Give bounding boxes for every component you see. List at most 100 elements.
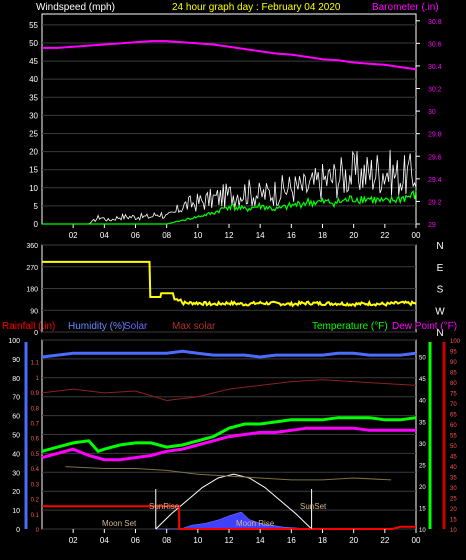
barometer-tick: 30.4: [428, 64, 442, 71]
windspeed-tick: 0: [34, 220, 39, 229]
secondary-trace: [65, 466, 392, 481]
wind-x-tick-labels: 02 04 06 08 10 12 14 16 18 20 22 00: [69, 224, 421, 240]
direction-tick: 360: [26, 243, 38, 250]
wind-direction-line: [42, 260, 417, 308]
chart-title: 24 hour graph day : February 04 2020: [172, 2, 341, 13]
windspeed-tick: 50: [29, 39, 38, 48]
compass-n: N: [436, 328, 443, 339]
x-tick-label: 22: [380, 536, 389, 545]
x-tick-label: 16: [287, 536, 296, 545]
humidity-tick: 70: [12, 395, 20, 402]
temperature-tick: 30: [419, 442, 426, 448]
barometer-tick: 30: [428, 109, 436, 116]
rain-tick: 0.1: [31, 513, 40, 519]
humidity-tick: 40: [12, 451, 20, 458]
dew-axis-tick: 85: [450, 371, 457, 377]
temperature-label: Temperature (°F): [312, 321, 388, 332]
direction-series: [42, 260, 417, 308]
direction-tick: 90: [30, 308, 38, 315]
x-tick-label: 14: [256, 231, 265, 240]
dew-axis-tick: 90: [450, 360, 457, 366]
humidity-tick: 0: [16, 527, 20, 534]
dew-axis-tick: 15: [450, 518, 457, 524]
barometer-tick-labels: 29 29.2 29.4 29.6 29.8 30 30.2 30.4 30.6 30.8: [416, 19, 442, 229]
wind-series: [42, 40, 417, 225]
humidity-tick: 50: [12, 433, 20, 440]
max-solar-line: [41, 379, 417, 402]
x-tick-label: 06: [131, 536, 140, 545]
dew-point-label: Dew Point (°F): [392, 321, 457, 332]
moon-rise-label: Moon Rise: [236, 519, 275, 528]
humidity-tick: 10: [12, 508, 20, 515]
dew-axis-tick: 65: [450, 413, 457, 419]
rainfall-label: Rainfall (.in): [2, 321, 55, 332]
temperature-tick: 40: [419, 399, 426, 405]
windspeed-tick: 10: [29, 184, 38, 193]
max-solar-label: Max solar: [172, 321, 216, 332]
rain-tick: 0.9: [31, 391, 40, 397]
dew-axis-tick: 20: [450, 507, 457, 513]
rain-tick: 0.5: [31, 452, 40, 458]
x-tick-label: 18: [318, 536, 327, 545]
temperature-tick: 35: [419, 420, 426, 426]
temperature-tick: 50: [419, 356, 426, 362]
max-solar-arc: [155, 473, 312, 530]
x-tick-label: 16: [287, 231, 296, 240]
dew-axis-tick: 45: [450, 455, 457, 461]
x-tick-label: 10: [193, 231, 202, 240]
dew-axis-tick: 95: [450, 350, 457, 356]
wind-average-line: [42, 190, 417, 225]
direction-tick-labels: 0 90 180 270 360: [26, 243, 38, 337]
rain-tick: 0.8: [31, 406, 40, 412]
rain-tick: 0.6: [31, 437, 40, 443]
x-tick-label: 12: [225, 536, 234, 545]
humidity-label: Humidity (%): [68, 321, 125, 332]
x-tick-label: 10: [193, 536, 202, 545]
barometer-tick: 29.8: [428, 132, 442, 139]
humidity-line: [41, 349, 417, 359]
humidity-tick: 80: [12, 376, 20, 383]
humidity-tick: 30: [12, 470, 20, 477]
compass-n: N: [436, 241, 443, 252]
compass-e: E: [437, 263, 444, 274]
x-tick-label: 18: [318, 231, 327, 240]
barometer-tick: 29.2: [428, 199, 442, 206]
barometer-tick: 29.4: [428, 177, 442, 184]
x-tick-label: 02: [69, 536, 78, 545]
barometer-tick: 29: [428, 222, 436, 229]
x-tick-label: 04: [100, 231, 109, 240]
barometer-axis-label: Barometer (.in): [372, 2, 439, 13]
dew-axis-tick: 60: [450, 423, 457, 429]
rain-tick: 0.4: [31, 467, 40, 473]
temperature-line: [41, 416, 417, 454]
windspeed-tick: 15: [29, 166, 38, 175]
rain-tick: 1: [36, 376, 40, 382]
rain-tick: 0.2: [31, 498, 40, 504]
humidity-tick: 100: [8, 338, 20, 345]
direction-tick: 180: [26, 287, 38, 294]
dew-axis-tick: 50: [450, 444, 457, 450]
multi-x-tick-labels: 02 04 06 08 10 12 14 16 18 20 22 00: [69, 529, 421, 545]
compass-s: S: [437, 285, 444, 296]
multi-tick-labels: 0 10 20 30 40 50 60 70 80 90 100 0 0.1 0.2 0.3 0.4 0.5 0.…: [8, 338, 460, 534]
x-tick-label: 20: [349, 536, 358, 545]
direction-tick: 0: [34, 330, 38, 337]
x-tick-label: 02: [69, 231, 78, 240]
rain-tick: 0.3: [31, 482, 40, 488]
dew-axis-tick: 30: [450, 486, 457, 492]
windspeed-tick: 5: [34, 202, 39, 211]
sun-set-label: SunSet: [300, 502, 327, 511]
temperature-tick: 15: [419, 506, 426, 512]
temperature-tick: 45: [419, 377, 426, 383]
direction-grid: [42, 244, 416, 333]
x-tick-label: 20: [349, 231, 358, 240]
x-tick-label: 08: [162, 536, 171, 545]
barometer-tick: 30.2: [428, 87, 442, 94]
x-tick-label: 06: [131, 231, 140, 240]
x-tick-label: 12: [225, 231, 234, 240]
dew-axis-tick: 55: [450, 434, 457, 440]
dew-axis-tick: 10: [450, 528, 457, 534]
wind-speed-line: [42, 149, 417, 225]
astro-annotations: Moon Set SunRise Moon Rise SunSet: [102, 489, 327, 529]
